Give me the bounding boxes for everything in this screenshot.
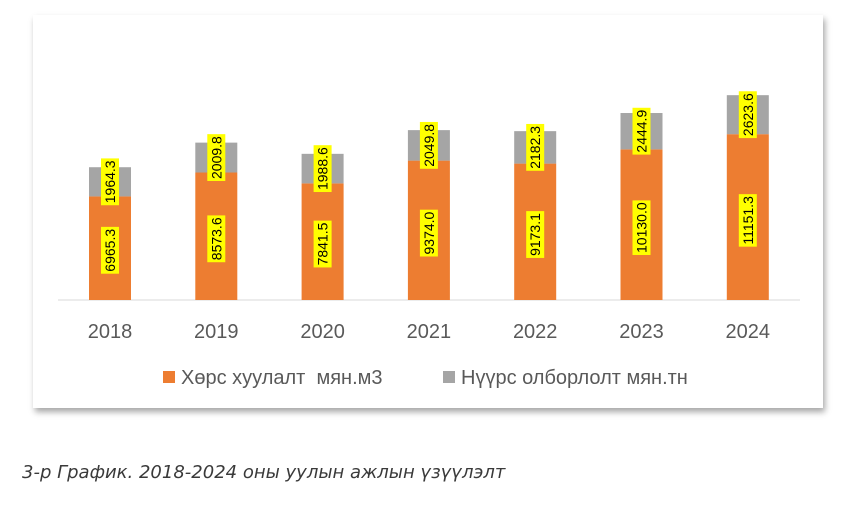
legend-swatch-soil-stripping xyxy=(163,371,175,383)
data-label-soil-stripping-2021-text: 9374.0 xyxy=(421,211,437,254)
data-label-coal-mining-2020-text: 1988.6 xyxy=(315,147,331,190)
data-label-soil-stripping-2023-text: 10130.0 xyxy=(634,202,650,253)
data-labels-group: 6965.3 1964.3 8573.6 2009.8 7841.5 1988.6 9374… xyxy=(101,91,757,274)
data-label-coal-mining-2019: 2009.8 xyxy=(207,134,226,181)
data-label-soil-stripping-2022-background xyxy=(526,211,545,258)
data-label-coal-mining-2022-text: 2182.3 xyxy=(527,126,543,169)
legend-label-soil-stripping: Хөрс хуулалт мян.м3 xyxy=(181,367,383,389)
legend-label-coal-mining: Нүүрс олборлолт мян.тн xyxy=(461,367,688,389)
stacked-bar-chart: 6965.3 1964.3 8573.6 2009.8 7841.5 1988.6 9374… xyxy=(58,91,800,389)
data-label-soil-stripping-2019-background xyxy=(207,215,226,263)
data-label-coal-mining-2021-text: 2049.8 xyxy=(421,124,437,167)
legend-swatch-coal-mining xyxy=(443,371,455,383)
data-label-soil-stripping-2018-text: 6965.3 xyxy=(102,229,118,272)
x-tick-label-2023: 2023 xyxy=(619,321,664,343)
data-label-coal-mining-2020-background xyxy=(313,145,332,193)
x-tick-label-2019: 2019 xyxy=(194,321,239,343)
data-label-coal-mining-2021: 2049.8 xyxy=(419,121,438,169)
data-label-soil-stripping-2018-background xyxy=(101,226,119,274)
x-tick-label-2018: 2018 xyxy=(88,321,133,343)
data-label-soil-stripping-2021-background xyxy=(419,209,438,257)
data-label-coal-mining-2022: 2182.3 xyxy=(526,123,545,171)
data-label-coal-mining-2024-text: 2623.6 xyxy=(740,93,756,136)
data-label-soil-stripping-2019: 8573.6 xyxy=(207,215,226,263)
data-label-coal-mining-2018: 1964.3 xyxy=(101,158,119,206)
data-label-soil-stripping-2019-text: 8573.6 xyxy=(208,217,224,260)
data-label-coal-mining-2018-background xyxy=(101,158,119,206)
data-label-soil-stripping-2023: 10130.0 xyxy=(632,200,651,256)
data-label-soil-stripping-2023-background xyxy=(632,200,651,256)
figure-caption: 3-р График. 2018-2024 оны уулын ажлын үз… xyxy=(22,462,506,483)
data-label-soil-stripping-2024-background xyxy=(738,194,757,247)
data-label-soil-stripping-2020: 7841.5 xyxy=(313,220,332,268)
data-label-coal-mining-2023-background xyxy=(632,107,651,155)
legend: Хөрс хуулалт мян.м3 Нүүрс олборлолт мян.т… xyxy=(163,367,688,389)
data-label-coal-mining-2023: 2444.9 xyxy=(632,107,651,155)
data-label-coal-mining-2019-background xyxy=(207,134,226,181)
data-label-coal-mining-2024: 2623.6 xyxy=(738,91,757,139)
data-label-soil-stripping-2018: 6965.3 xyxy=(101,226,119,274)
x-tick-label-2021: 2021 xyxy=(407,321,452,343)
x-tick-label-2020: 2020 xyxy=(300,321,345,343)
data-label-soil-stripping-2022: 9173.1 xyxy=(526,211,545,258)
data-label-coal-mining-2019-text: 2009.8 xyxy=(208,136,224,179)
x-tick-label-2022: 2022 xyxy=(513,321,558,343)
x-tick-labels: 2018 2019 2020 2021 2022 2023 2024 xyxy=(88,321,770,343)
data-label-soil-stripping-2020-text: 7841.5 xyxy=(315,222,331,265)
data-label-soil-stripping-2024-text: 11151.3 xyxy=(740,196,756,245)
data-label-soil-stripping-2024: 11151.3 xyxy=(738,194,757,247)
chart-card: 6965.3 1964.3 8573.6 2009.8 7841.5 1988.6 9374… xyxy=(33,15,823,408)
data-label-coal-mining-2023-text: 2444.9 xyxy=(634,110,650,153)
data-label-soil-stripping-2021: 9374.0 xyxy=(419,209,438,257)
data-label-coal-mining-2022-background xyxy=(526,123,545,171)
data-label-coal-mining-2020: 1988.6 xyxy=(313,145,332,193)
data-label-coal-mining-2024-background xyxy=(738,91,757,139)
data-label-soil-stripping-2022-text: 9173.1 xyxy=(527,213,543,256)
x-tick-label-2024: 2024 xyxy=(726,321,771,343)
data-label-coal-mining-2021-background xyxy=(419,121,438,169)
data-label-soil-stripping-2020-background xyxy=(313,220,332,268)
data-label-coal-mining-2018-text: 1964.3 xyxy=(102,160,118,203)
